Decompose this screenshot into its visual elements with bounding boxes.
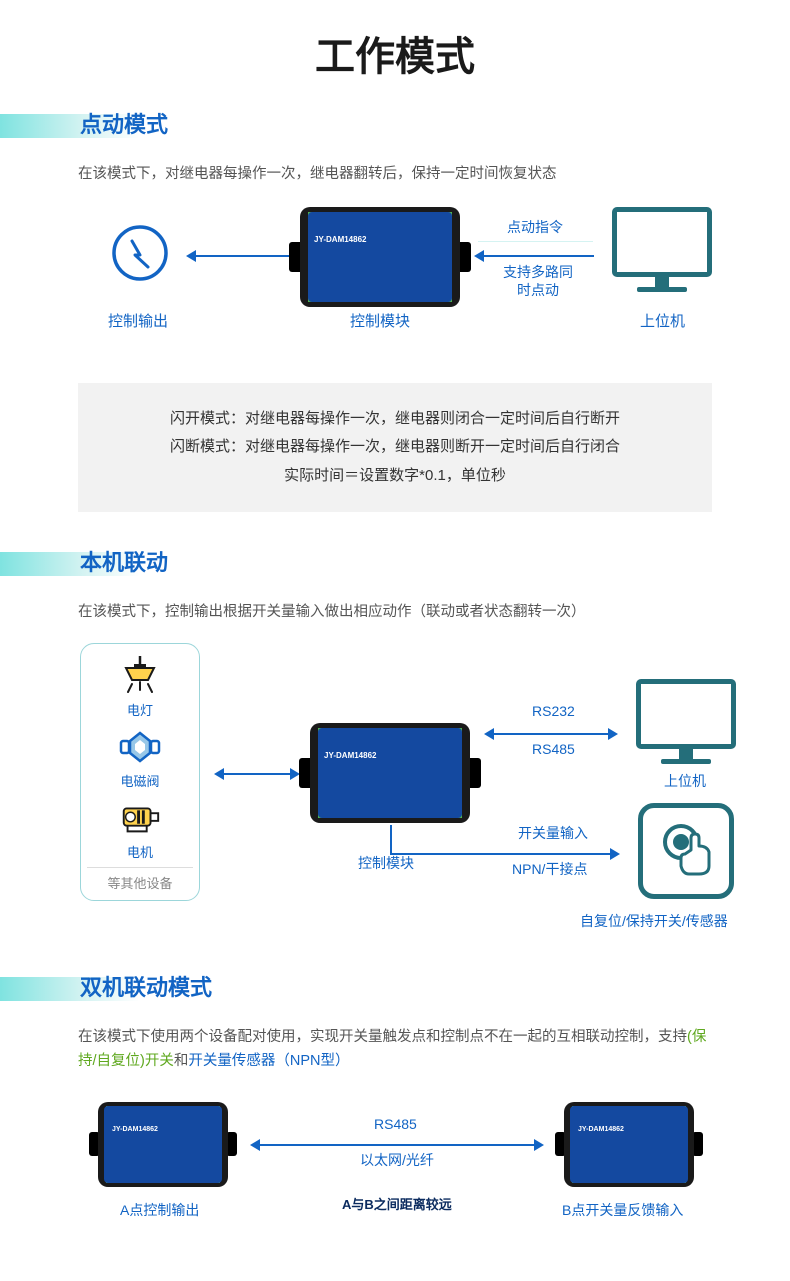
note-box: 闪开模式：对继电器每操作一次，继电器则闭合一定时间后自行断开 闪断模式：对继电器…: [78, 383, 712, 513]
diagram1: 控制输出 JY-DAM14862 控制模块 点动指令 支持多路同时点动 上位机: [60, 205, 730, 375]
lbl-host: 上位机: [640, 310, 685, 331]
sec2-header-text: 本机联动: [0, 538, 790, 588]
arrow-bi2: [486, 733, 616, 735]
lbl-ctrl-mod2: 控制模块: [358, 853, 414, 873]
divider: [478, 241, 593, 242]
d3a: 在该模式下使用两个设备配对使用，实现开关量触发点和控制点不在一起的互相联动控制，…: [78, 1029, 687, 1045]
arrow2: [476, 255, 594, 257]
sec3-header-text: 双机联动模式: [0, 963, 790, 1013]
lbl-ctrl-mod: 控制模块: [350, 310, 410, 331]
lamp-icon: [118, 654, 162, 698]
valve-lbl: 电磁阀: [87, 771, 193, 790]
device-b: JY-DAM14862: [564, 1102, 694, 1187]
arrow1: [188, 255, 290, 257]
sec3-header: 双机联动模式: [0, 963, 790, 1013]
sec1-desc: 在该模式下，对继电器每操作一次，继电器翻转后，保持一定时间恢复状态: [0, 158, 790, 205]
bulb-icon: [110, 223, 170, 283]
device-a: JY-DAM14862: [98, 1102, 228, 1187]
note1: 闪开模式：对继电器每操作一次，继电器则闭合一定时间后自行断开: [98, 405, 692, 434]
lamp-lbl: 电灯: [87, 700, 193, 719]
motor-icon: [118, 796, 162, 840]
lbl-host2: 上位机: [664, 771, 706, 791]
switch-lbl: 自复位/保持开关/传感器: [580, 911, 728, 931]
arrow-bi1: [216, 773, 298, 775]
rs485-lbl: RS485: [532, 741, 575, 757]
other-lbl: 等其他设备: [87, 867, 193, 892]
motor-lbl: 电机: [87, 842, 193, 861]
arrow3: [392, 853, 618, 855]
d3d: 开关量传感器（NPN型）: [188, 1053, 349, 1069]
dev-label1: JY-DAM14862: [314, 235, 366, 244]
device-list: 电灯 电磁阀 电机 等其他设备: [80, 643, 200, 901]
diagram3: JY-DAM14862 A点控制输出 RS485 以太网/光纤 A与B之间距离较…: [48, 1092, 742, 1262]
rs485-lbl3: RS485: [374, 1116, 417, 1132]
monitor-icon2: [636, 679, 736, 769]
sec3-desc: 在该模式下使用两个设备配对使用，实现开关量触发点和控制点不在一起的互相联动控制，…: [0, 1021, 790, 1092]
main-title: 工作模式: [0, 0, 790, 100]
note3: 实际时间＝设置数字*0.1，单位秒: [98, 462, 692, 491]
dev-label-b: JY-DAM14862: [578, 1126, 624, 1133]
note2: 闪断模式：对继电器每操作一次，继电器则断开一定时间后自行闭合: [98, 433, 692, 462]
npn-lbl: NPN/干接点: [512, 859, 587, 879]
lbl-multi: 支持多路同时点动: [498, 263, 578, 299]
dist-lbl: A与B之间距离较远: [342, 1194, 452, 1213]
rs232-lbl: RS232: [532, 703, 575, 719]
monitor-icon1: [612, 207, 712, 297]
diagram2: 电灯 电磁阀 电机 等其他设备 JY-DAM14862 控制模块 RS232 R…: [40, 643, 750, 963]
dev-label2: JY-DAM14862: [324, 751, 376, 760]
arrow-bi3: [252, 1144, 542, 1146]
valve-item: 电磁阀: [87, 725, 193, 790]
motor-item: 电机: [87, 796, 193, 861]
lbl-cmd: 点动指令: [507, 217, 563, 237]
lamp-item: 电灯: [87, 654, 193, 719]
eth-lbl: 以太网/光纤: [360, 1150, 434, 1170]
sec1-header-text: 点动模式: [0, 100, 790, 150]
device-module2: JY-DAM14862: [310, 723, 470, 823]
sec2-header: 本机联动: [0, 538, 790, 588]
device-module1: JY-DAM14862: [300, 207, 460, 307]
sec2-desc: 在该模式下，控制输出根据开关量输入做出相应动作（联动或者状态翻转一次）: [0, 596, 790, 643]
vline: [390, 825, 392, 855]
valve-icon: [118, 725, 162, 769]
lbl-ctrl-out: 控制输出: [108, 310, 168, 331]
dev-label-a: JY-DAM14862: [112, 1126, 158, 1133]
a-out-lbl: A点控制输出: [120, 1200, 199, 1220]
d3c: 和: [174, 1053, 189, 1069]
b-in-lbl: B点开关量反馈输入: [562, 1200, 683, 1220]
sec1-header: 点动模式: [0, 100, 790, 150]
swin-lbl: 开关量输入: [518, 823, 588, 843]
button-device-icon: [638, 803, 734, 899]
